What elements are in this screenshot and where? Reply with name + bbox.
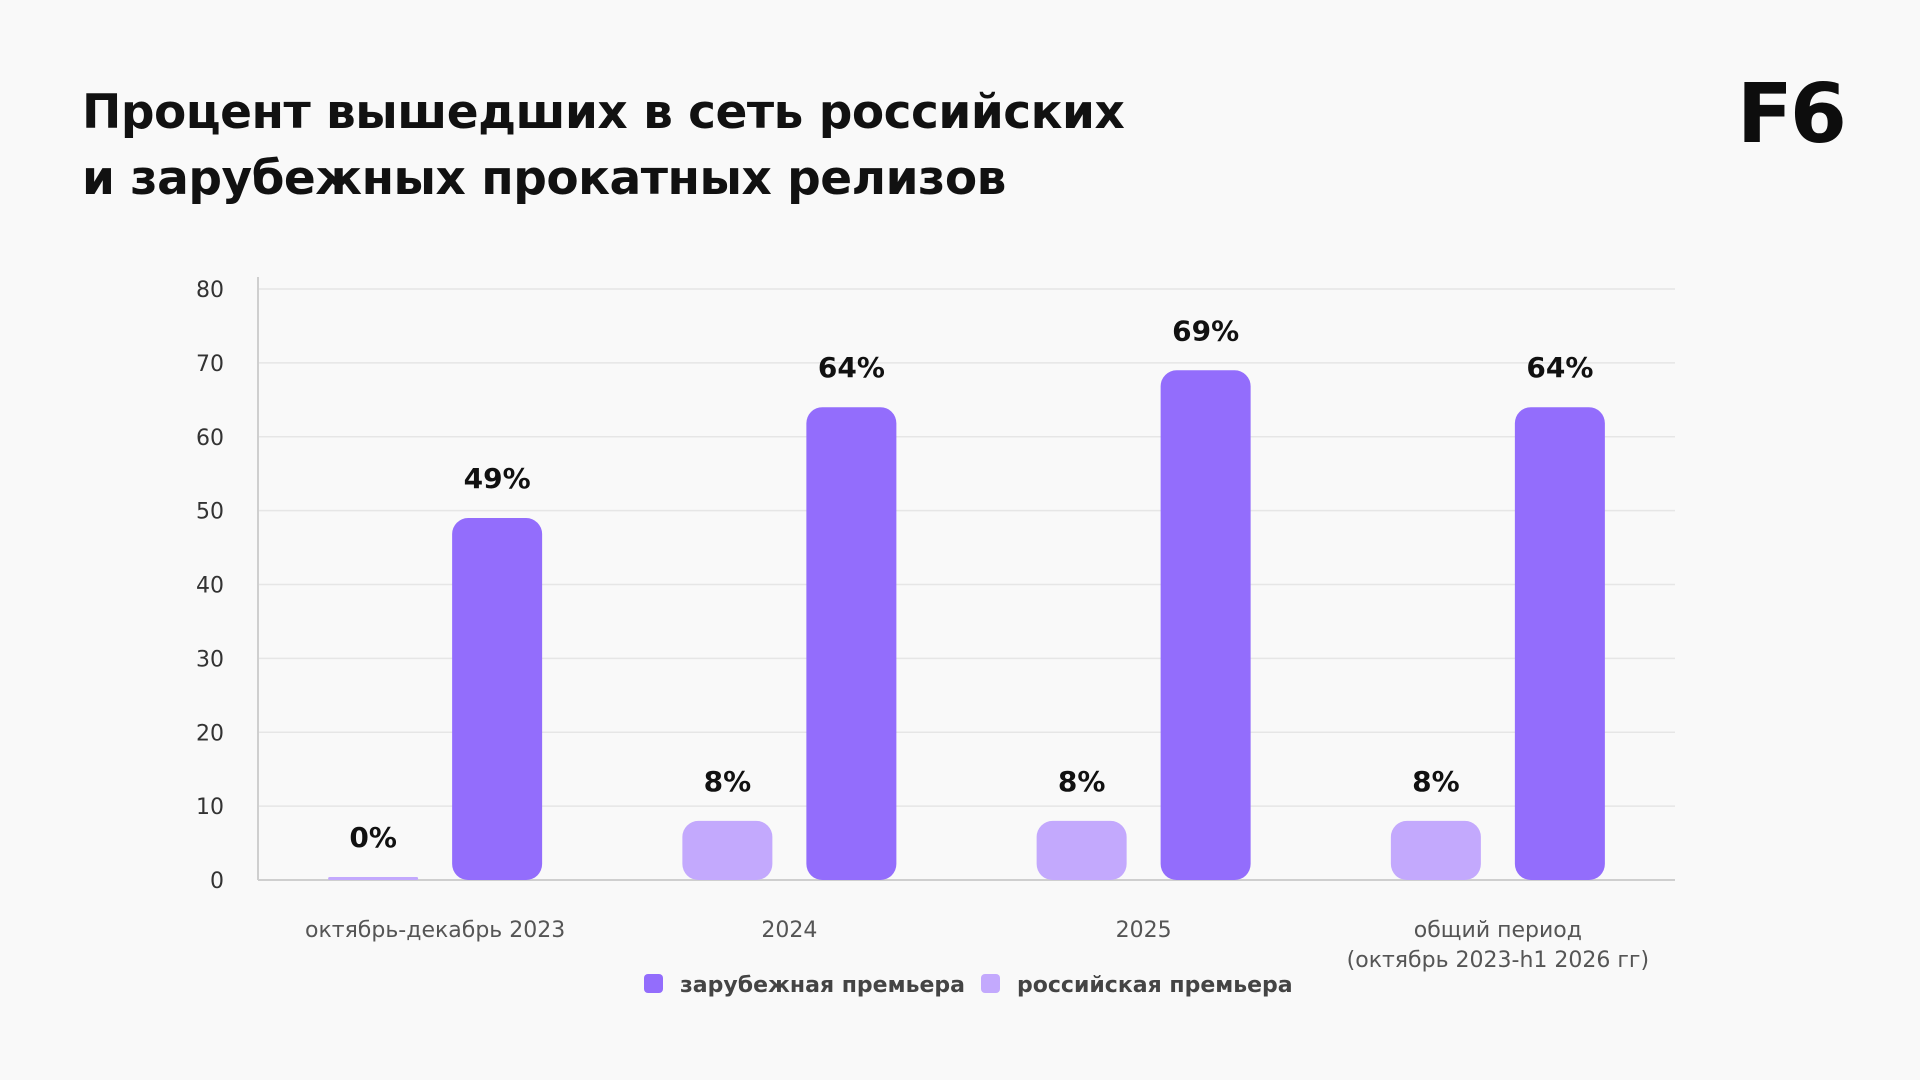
y-tick-label-0: 0 — [210, 869, 224, 894]
page-title: Процент вышедших в сеть российских и зар… — [82, 80, 1182, 212]
data-label-foreign-0: 49% — [464, 462, 531, 495]
legend-swatch-1 — [981, 974, 1000, 993]
legend-label-0: зарубежная премьера — [680, 973, 965, 998]
y-tick-label-30: 30 — [196, 647, 224, 672]
y-tick-label-60: 60 — [196, 426, 224, 451]
bar-foreign-1 — [806, 407, 897, 880]
title-line-1: Процент вышедших в сеть российских — [82, 85, 1125, 140]
bar-foreign-2 — [1160, 370, 1251, 880]
category-label-2-0: 2025 — [1116, 918, 1172, 943]
f6-logo: F6 — [1736, 67, 1847, 162]
data-label-russian-2: 8% — [1058, 765, 1106, 798]
data-label-foreign-1: 64% — [818, 351, 885, 384]
bars-layer — [328, 370, 1605, 880]
category-label-3-0: общий период — [1414, 918, 1582, 943]
data-labels-layer: 0% 49% 8% 64% 8% 69% 8% 64% — [349, 314, 1593, 854]
y-tick-label-80: 80 — [196, 278, 224, 303]
bar-foreign-0 — [452, 518, 543, 880]
y-tick-label-50: 50 — [196, 500, 224, 525]
category-label-3-1: (октябрь 2023-h1 2026 гг) — [1347, 948, 1649, 973]
bar-russian-2 — [1036, 820, 1127, 880]
bar-russian-0 — [328, 877, 419, 880]
data-label-russian-3: 8% — [1412, 765, 1460, 798]
y-tick-label-20: 20 — [196, 721, 224, 746]
data-label-foreign-3: 64% — [1526, 351, 1593, 384]
title-line-2: и зарубежных прокатных релизов — [82, 151, 1006, 206]
legend-label-1: российская премьера — [1017, 973, 1293, 998]
category-label-0-0: октябрь-декабрь 2023 — [305, 918, 565, 943]
bar-russian-1 — [682, 820, 773, 880]
axis-layer: 0 10 20 30 40 50 60 70 80 — [196, 277, 1675, 894]
data-label-russian-1: 8% — [704, 765, 752, 798]
category-labels-layer: октябрь-декабрь 2023 2024 2025 общий период… — [305, 918, 1649, 973]
y-tick-label-40: 40 — [196, 574, 224, 599]
bar-foreign-3 — [1514, 407, 1605, 880]
bar-russian-3 — [1390, 820, 1481, 880]
y-tick-label-10: 10 — [196, 795, 224, 820]
data-label-russian-0: 0% — [349, 821, 397, 854]
category-label-1-0: 2024 — [761, 918, 817, 943]
y-tick-label-70: 70 — [196, 352, 224, 377]
legend-swatch-0 — [644, 974, 663, 993]
legend: зарубежная премьера российская премьера — [644, 973, 1293, 998]
data-label-foreign-2: 69% — [1172, 314, 1239, 347]
